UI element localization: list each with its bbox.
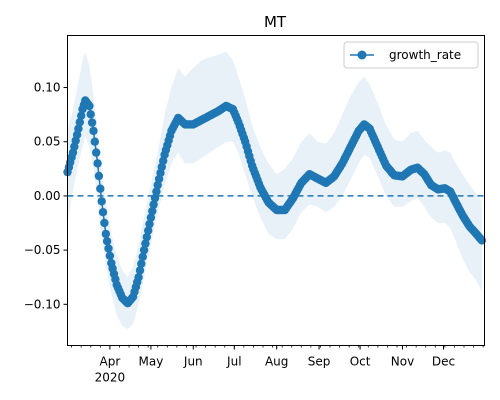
x-tick-label: Jun xyxy=(183,355,203,369)
data-point xyxy=(141,239,150,248)
data-point xyxy=(97,197,106,206)
data-point xyxy=(105,251,115,260)
data-point xyxy=(477,236,486,245)
data-point xyxy=(87,118,97,127)
data-point xyxy=(139,245,149,255)
x-tick-label: Jul xyxy=(226,355,241,369)
x-axis: Apr May Jun Jul Aug Sep Oct Nov Dec 2020 xyxy=(71,345,484,385)
data-point xyxy=(90,137,100,146)
x-tick-label: May xyxy=(138,355,163,369)
x-year-label: 2020 xyxy=(95,371,126,385)
data-point xyxy=(98,208,108,217)
data-point xyxy=(75,118,85,127)
y-tick-label: 0.05 xyxy=(34,135,61,149)
x-tick-label: Oct xyxy=(350,355,371,369)
data-point xyxy=(89,126,98,136)
series-markers-growth-rate xyxy=(63,96,486,308)
y-tick-label: −0.05 xyxy=(24,243,61,257)
legend-marker-swatch xyxy=(357,50,367,60)
x-tick-label: Dec xyxy=(432,355,455,369)
data-point xyxy=(146,213,156,222)
data-point xyxy=(92,148,101,157)
data-point xyxy=(145,219,154,229)
plot-frame xyxy=(67,35,485,346)
data-point xyxy=(100,218,109,228)
data-point xyxy=(135,266,145,275)
legend: growth_rate xyxy=(343,41,479,69)
legend-label-growth-rate: growth_rate xyxy=(389,48,461,62)
data-point xyxy=(134,273,143,282)
x-tick-label: Nov xyxy=(391,355,414,369)
data-point xyxy=(86,110,95,119)
data-point xyxy=(96,184,105,193)
data-point xyxy=(85,101,94,111)
data-point xyxy=(138,252,147,262)
x-tick-label: Sep xyxy=(308,355,331,369)
y-tick-label: 0.00 xyxy=(34,189,61,203)
y-axis: 0.10 0.05 0.00 −0.05 −0.10 xyxy=(24,81,68,311)
y-tick-label: 0.10 xyxy=(34,81,61,95)
data-point xyxy=(142,232,151,242)
data-point xyxy=(144,226,153,235)
x-tick-label: Apr xyxy=(100,355,121,369)
plot-area xyxy=(63,51,486,330)
data-point xyxy=(93,159,102,168)
legend-frame xyxy=(343,41,479,69)
data-point xyxy=(148,206,157,216)
y-tick-label: −0.10 xyxy=(24,297,61,311)
data-point xyxy=(149,200,158,209)
data-point xyxy=(101,229,111,239)
data-point xyxy=(102,237,112,246)
confidence-band xyxy=(67,51,482,330)
data-point xyxy=(94,171,104,181)
data-point xyxy=(77,111,86,120)
data-point xyxy=(104,244,113,253)
data-point xyxy=(152,187,161,196)
data-point xyxy=(150,193,160,203)
data-point xyxy=(74,124,83,133)
chart-title: MT xyxy=(264,13,287,31)
x-tick-label: Aug xyxy=(265,355,288,369)
data-point xyxy=(137,259,146,268)
